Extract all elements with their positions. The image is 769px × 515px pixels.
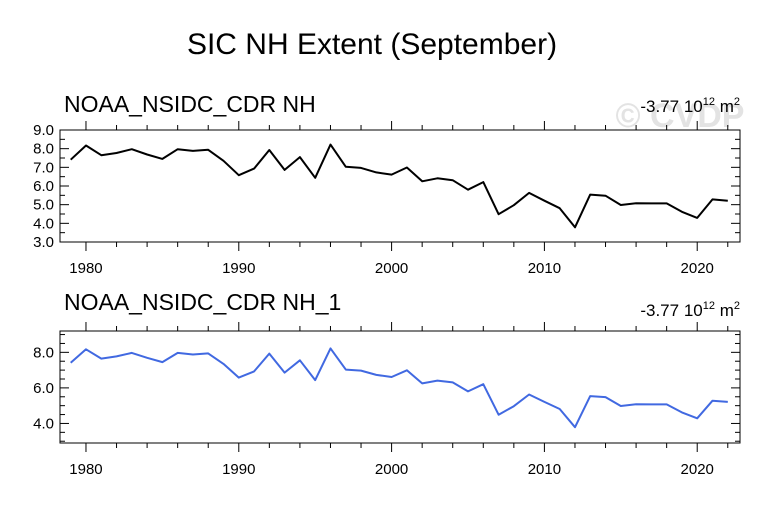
plot-frame — [59, 129, 741, 243]
y-tick-label: 7.0 — [33, 159, 54, 176]
watermark: © CVDP — [616, 97, 745, 135]
panel-bottom: NOAA_NSIDC_CDR NH_1 -3.77 1012 m2 4.0 6.0… — [33, 289, 741, 478]
series-line — [70, 347, 728, 429]
x-tick-label: 2000 — [375, 260, 408, 277]
series-line — [70, 143, 728, 229]
trend-annotation: -3.77 1012 m2 — [640, 96, 740, 116]
x-tick-label: 2020 — [681, 461, 714, 478]
x-tick-label: 2010 — [528, 461, 561, 478]
y-tick-label: 4.0 — [33, 415, 54, 432]
trend-unit: m — [715, 301, 734, 320]
trend-value: -3.77 10 — [640, 301, 702, 320]
panel-title: NOAA_NSIDC_CDR NH — [64, 91, 316, 117]
x-tick-label: 2000 — [375, 461, 408, 478]
figure-title: SIC NH Extent (September) — [187, 28, 557, 61]
y-tick-label: 8.0 — [33, 344, 54, 361]
y-tick-label: 8.0 — [33, 141, 54, 158]
panel-top: NOAA_NSIDC_CDR NH -3.77 1012 m2 3.0 4.05.… — [33, 91, 741, 277]
x-tick-label: 1990 — [222, 260, 255, 277]
x-tick-label: 1990 — [222, 461, 255, 478]
trend-exponent: 12 — [703, 96, 715, 108]
panel-title: NOAA_NSIDC_CDR NH_1 — [64, 289, 341, 315]
y-tick-label: 5.0 — [33, 197, 54, 214]
y-tick-label: 6.0 — [33, 380, 54, 397]
trend-unit-exponent: 2 — [734, 300, 740, 312]
x-tick-label: 2020 — [681, 260, 714, 277]
trend-exponent: 12 — [703, 300, 715, 312]
trend-unit-exponent: 2 — [734, 96, 740, 108]
x-tick-label: 2010 — [528, 260, 561, 277]
trend-value: -3.77 10 — [640, 97, 702, 116]
y-tick-label: 3.0 — [33, 234, 54, 251]
plot-frame — [59, 330, 741, 444]
y-tick-label: 6.0 — [33, 178, 54, 195]
x-tick-label: 1980 — [69, 461, 102, 478]
trend-annotation: -3.77 1012 m2 — [640, 300, 740, 320]
trend-unit: m — [715, 97, 734, 116]
y-tick-label: 9.0 — [33, 122, 54, 139]
y-tick-label: 4.0 — [33, 215, 54, 232]
x-tick-label: 1980 — [69, 260, 102, 277]
